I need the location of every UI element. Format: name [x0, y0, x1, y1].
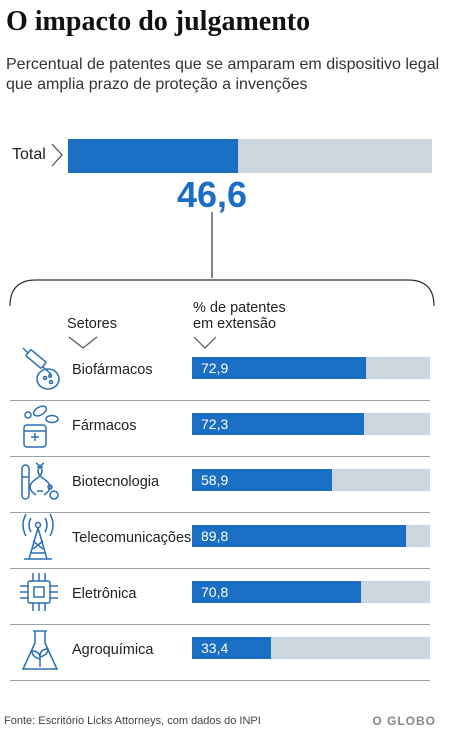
- antenna-tower-icon: [22, 513, 54, 560]
- chevron-down-icon: [68, 336, 98, 349]
- chart-title: O impacto do julgamento: [6, 6, 311, 37]
- total-bar: [68, 139, 238, 173]
- value-label: 72,3: [201, 416, 229, 432]
- bar-track: 72,9: [192, 357, 430, 379]
- sector-row: Telecomunicações 89,8: [10, 513, 430, 569]
- bar-track: 33,4: [192, 637, 430, 659]
- plant-flask-icon: [21, 630, 59, 670]
- sector-row: Biotecnologia 58,9: [10, 457, 430, 513]
- divider: [10, 624, 430, 625]
- sector-row: Fármacos 72,3: [10, 401, 430, 457]
- divider: [10, 456, 430, 457]
- sector-row: Eletrônica 70,8: [10, 569, 430, 625]
- chart-subtitle: Percentual de patentes que se amparam em…: [6, 56, 440, 93]
- percent-header: % de patentes em extensão: [193, 300, 286, 332]
- value-label: 89,8: [201, 528, 229, 544]
- sector-row: Biofármacos 72,9: [10, 345, 430, 401]
- sector-name: Agroquímica: [72, 642, 154, 658]
- divider: [10, 568, 430, 569]
- sector-name: Biofármacos: [72, 362, 153, 378]
- value-label: 58,9: [201, 472, 229, 488]
- group-brace: [9, 212, 435, 307]
- bar: [192, 525, 406, 547]
- pills-icon: [23, 405, 59, 448]
- sector-row: Agroquímica 33,4: [10, 625, 430, 681]
- sector-name: Eletrônica: [72, 586, 137, 602]
- sector-name: Telecomunicações: [72, 530, 192, 546]
- percent-header-line1: % de patentes: [193, 300, 286, 316]
- syringe-icon: [22, 347, 60, 390]
- bar: [192, 581, 361, 603]
- total-bar-track: [68, 139, 432, 173]
- value-label: 33,4: [201, 640, 229, 656]
- source-note: Fonte: Escritório Licks Attorneys, com d…: [4, 715, 261, 727]
- bar: [192, 357, 366, 379]
- divider: [10, 512, 430, 513]
- sector-header: Setores: [67, 316, 117, 332]
- total-label: Total: [12, 146, 46, 163]
- bar-track: 89,8: [192, 525, 430, 547]
- bar-track: 72,3: [192, 413, 430, 435]
- total-value: 46,6: [176, 174, 248, 215]
- chevron-down-icon: [193, 336, 217, 349]
- sector-name: Fármacos: [72, 418, 137, 434]
- divider: [10, 680, 430, 681]
- publisher-logo: O GLOBO: [372, 714, 436, 728]
- bar: [192, 469, 333, 491]
- bar: [192, 413, 365, 435]
- bar-track: 58,9: [192, 469, 430, 491]
- bar-track: 70,8: [192, 581, 430, 603]
- bar: [192, 637, 272, 659]
- value-label: 70,8: [201, 584, 229, 600]
- chip-icon: [20, 573, 58, 611]
- value-label: 72,9: [201, 360, 229, 376]
- sector-name: Biotecnologia: [72, 474, 160, 490]
- dna-tubes-icon: [21, 462, 59, 500]
- chevron-right-icon: [51, 143, 63, 167]
- divider: [10, 400, 430, 401]
- percent-header-line2: em extensão: [193, 316, 277, 332]
